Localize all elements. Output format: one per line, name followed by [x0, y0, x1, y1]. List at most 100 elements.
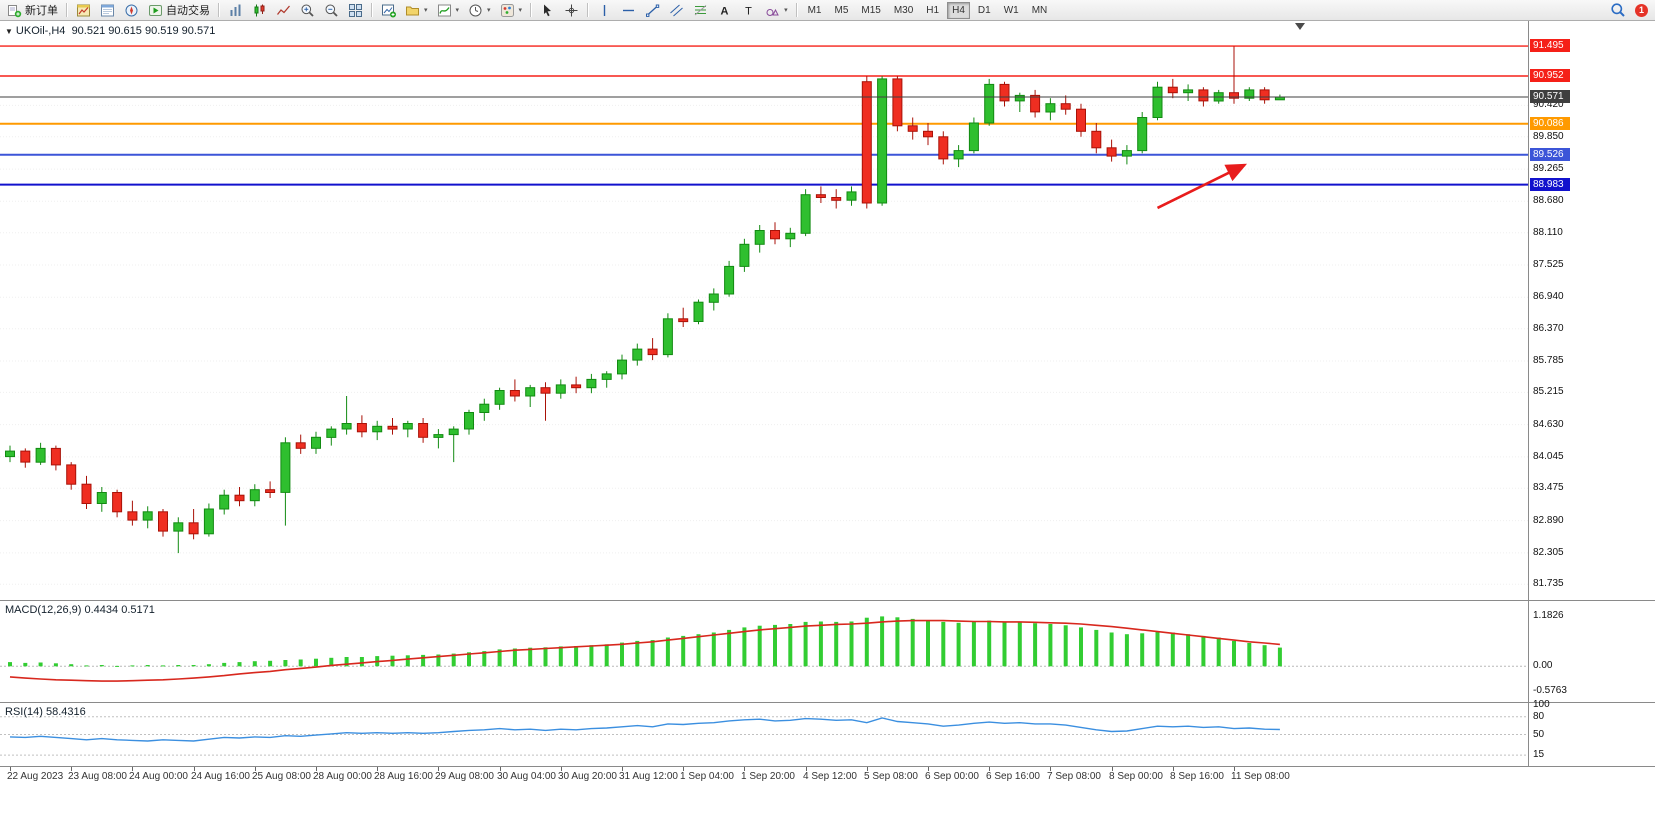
line-chart-icon: [276, 5, 290, 15]
crosshair-button[interactable]: [560, 0, 583, 20]
new-order-button[interactable]: 新订单: [3, 0, 62, 20]
time-axis-label: 28 Aug 00:00: [313, 771, 372, 782]
tile-windows-icon: [349, 3, 362, 17]
time-axis-label: 30 Aug 20:00: [558, 771, 617, 782]
time-axis-label: 1 Sep 04:00: [680, 771, 734, 782]
macd-axis-label: -0.5763: [1533, 685, 1567, 696]
price-axis-label: 88.680: [1533, 195, 1564, 206]
shapes-button[interactable]: ▾: [761, 0, 792, 20]
autotrading-icon: [149, 4, 162, 16]
periods-button[interactable]: ▾: [464, 0, 495, 20]
price-tag: 88.983: [1530, 178, 1570, 191]
price-axis-label: 88.110: [1533, 227, 1563, 238]
dropdown-caret-icon: ▾: [784, 7, 788, 14]
navigator-button[interactable]: [120, 0, 143, 20]
new-chart-button[interactable]: [377, 0, 400, 20]
macd-axis-label: 0.00: [1533, 660, 1553, 671]
text-button[interactable]: A: [713, 0, 736, 20]
timeframe-m5-button[interactable]: M5: [834, 4, 849, 16]
indicators-icon: [437, 4, 451, 16]
new-order-button-label: 新订单: [25, 5, 58, 17]
main-chart-plot[interactable]: [0, 21, 1528, 600]
time-tick: [1234, 767, 1235, 771]
time-axis-label: 8 Sep 16:00: [1170, 771, 1224, 782]
autotrading-button[interactable]: 自动交易: [144, 0, 214, 20]
time-tick: [10, 767, 11, 771]
time-axis[interactable]: 22 Aug 2023 23 Aug 08:00 24 Aug 00:00 24 Au…: [0, 767, 1655, 786]
search-icon: [1611, 3, 1625, 17]
time-tick: [194, 767, 195, 771]
vertical-line-button[interactable]: [593, 0, 616, 20]
time-axis-label: 28 Aug 16:00: [374, 771, 433, 782]
fibonacci-button[interactable]: [689, 0, 712, 20]
channel-icon: [670, 4, 683, 16]
zoom-in-button[interactable]: [296, 0, 319, 20]
timeframe-d1-button[interactable]: D1: [977, 4, 991, 16]
panel-splitter[interactable]: [0, 702, 1655, 703]
search-button[interactable]: [1606, 0, 1630, 20]
bar-chart-button[interactable]: [224, 0, 247, 20]
label-button[interactable]: T: [737, 0, 760, 20]
panel-splitter[interactable]: [0, 600, 1655, 601]
candlestick-chart-button[interactable]: [248, 0, 271, 20]
price-axis-label: 82.305: [1533, 547, 1564, 558]
chart-window[interactable]: ▼ UKOil-,H4 90.521 90.615 90.519 90.571 M…: [0, 21, 1655, 831]
timeframe-h4-button[interactable]: H4: [947, 1, 970, 19]
timeframe-m15-button[interactable]: M15: [861, 4, 881, 16]
horizontal-line-icon: [623, 9, 635, 11]
market-watch-button[interactable]: [72, 0, 95, 20]
new-chart-icon: [382, 4, 396, 17]
chart-profiles-button[interactable]: ▾: [401, 0, 432, 20]
cursor-button[interactable]: [536, 0, 559, 20]
time-tick: [622, 767, 623, 771]
time-axis-label: 24 Aug 00:00: [129, 771, 188, 782]
timeframe-m1-button[interactable]: M1: [807, 4, 822, 16]
rsi-axis-label: 80: [1533, 711, 1545, 722]
toolbar-separator: [587, 3, 590, 17]
tile-windows-button[interactable]: [344, 0, 367, 20]
macd-plot[interactable]: [0, 601, 1528, 702]
periods-icon: [469, 4, 482, 16]
indicators-button[interactable]: ▾: [433, 0, 464, 20]
channel-button[interactable]: [665, 0, 688, 20]
price-tag: 91.495: [1530, 39, 1570, 52]
toolbar-separator: [371, 3, 373, 17]
line-chart-button[interactable]: [272, 0, 295, 20]
ohlc-values: 90.521 90.615 90.519 90.571: [71, 25, 216, 37]
rsi-plot[interactable]: [0, 703, 1528, 766]
zoom-out-button[interactable]: [320, 0, 343, 20]
price-tag: 90.952: [1530, 69, 1570, 82]
time-axis-label: 4 Sep 12:00: [803, 771, 857, 782]
candlestick-chart-icon: [254, 4, 265, 16]
time-axis-border: [0, 766, 1655, 767]
horizontal-line-button[interactable]: [617, 0, 640, 20]
toolbar: 新订单 自动交易 ▾ ▾ ▾ ▾ A T ▾ M1 M5 M15 M30 H1 H4 D1 W1 MN 1: [0, 0, 1655, 21]
data-window-button[interactable]: [96, 0, 119, 20]
trendline-button[interactable]: [641, 0, 664, 20]
time-tick: [71, 767, 72, 771]
price-axis-label: 89.850: [1533, 131, 1564, 142]
notifications-button[interactable]: 1: [1631, 0, 1652, 20]
chart-shift-marker-icon: [1295, 23, 1305, 30]
price-axis[interactable]: 90.420 89.850 89.265 88.680 88.110 87.525 86.9…: [1529, 21, 1655, 766]
chart-profiles-icon: [406, 6, 419, 15]
templates-button[interactable]: ▾: [496, 0, 527, 20]
candlestick-series: [5, 46, 1285, 554]
timeframe-m30-button[interactable]: M30: [893, 4, 914, 16]
vertical-line-icon: [603, 4, 606, 16]
price-tag: 89.526: [1530, 148, 1570, 161]
time-tick: [377, 767, 378, 771]
price-axis-label: 89.265: [1533, 163, 1564, 174]
label-tool-icon: T: [745, 5, 752, 17]
time-axis-label: 6 Sep 00:00: [925, 771, 979, 782]
rsi-value: 58.4316: [45, 706, 86, 718]
time-axis-label: 23 Aug 08:00: [68, 771, 127, 782]
symbol-dropdown-icon[interactable]: ▼: [5, 27, 13, 36]
timeframe-h1-button[interactable]: H1: [926, 4, 940, 16]
macd-title: MACD(12,26,9): [5, 604, 82, 616]
timeframe-mn-button[interactable]: MN: [1031, 4, 1048, 16]
time-tick: [255, 767, 256, 771]
timeframe-w1-button[interactable]: W1: [1003, 4, 1019, 16]
toolbar-separator: [66, 3, 68, 17]
